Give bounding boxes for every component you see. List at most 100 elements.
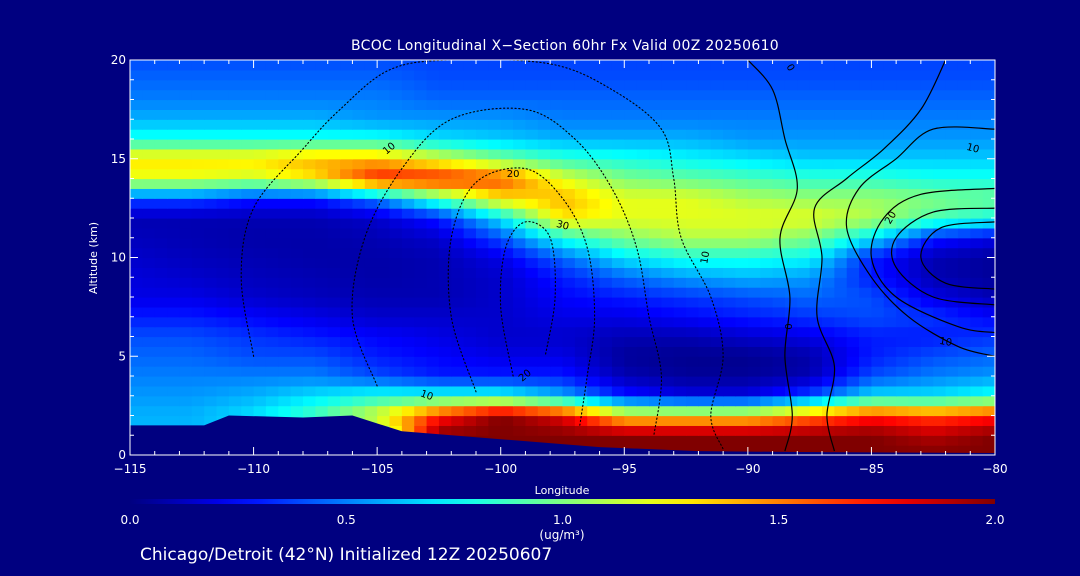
field-cell [859,129,873,140]
field-cell [649,297,662,308]
field-cell [772,435,786,446]
field-cell [636,178,650,189]
field-cell [265,139,279,150]
field-cell [191,267,205,278]
field-cell [377,188,391,199]
field-cell [265,247,279,259]
field-cell [809,227,823,239]
field-cell [253,148,267,160]
field-cell [463,237,477,249]
field-cell [204,277,218,288]
field-cell [710,158,724,170]
field-cell [389,208,403,219]
field-cell [587,405,601,417]
field-cell [834,60,848,71]
field-cell [216,306,230,318]
field-cell [290,237,304,249]
field-cell [389,287,403,298]
field-cell [698,316,712,328]
field-cell [772,316,786,328]
field-cell [809,158,823,170]
field-cell [130,89,143,101]
field-cell [624,148,638,160]
field-cell [513,168,527,180]
field-cell [438,69,452,81]
field-cell [562,326,576,338]
field-cell [364,257,378,268]
field-cell [315,79,329,91]
field-cell [920,198,934,209]
field-cell [636,89,650,101]
field-cell [809,306,823,318]
field-cell [352,395,366,407]
field-cell [871,158,885,170]
field-cell [401,129,415,140]
field-cell [624,405,638,417]
field-cell [204,366,218,377]
field-cell [216,178,230,189]
field-cell [327,257,341,268]
field-cell [562,79,576,91]
field-cell [834,425,848,436]
field-cell [463,178,477,189]
field-cell [327,336,341,347]
field-cell [908,168,922,180]
field-cell [438,178,452,189]
field-cell [846,366,860,377]
field-cell [784,425,798,436]
field-cell [130,129,143,140]
field-cell [871,79,885,91]
field-cell [488,395,502,407]
field-cell [834,208,848,219]
field-cell [599,89,613,101]
field-cell [154,297,168,308]
field-cell [327,79,341,91]
field-cell [661,198,675,209]
field-cell [278,119,292,130]
field-cell [809,356,823,367]
field-cell [303,60,316,71]
field-cell [797,198,811,209]
field-cell [698,415,712,426]
field-cell [476,99,489,110]
field-cell [228,247,242,259]
field-cell [377,227,391,239]
field-cell [426,405,440,417]
field-cell [846,405,860,417]
field-cell [896,89,910,101]
field-cell [488,336,502,347]
field-cell [957,435,971,446]
field-cell [340,277,354,288]
field-cell [438,60,452,71]
field-cell [834,69,848,81]
field-cell [191,395,205,407]
terrain [130,415,995,455]
field-cell [933,277,947,288]
chart-title: BCOC Longitudinal X−Section 60hr Fx Vali… [351,38,779,54]
field-cell [562,158,576,170]
field-cell [253,376,267,387]
field-cell [649,79,662,91]
field-cell [142,60,156,71]
field-cell [167,168,181,180]
field-cell [488,69,502,81]
field-cell [525,237,539,249]
field-cell [525,148,539,160]
field-cell [537,218,551,229]
field-cell [241,148,255,160]
field-cell [723,445,737,455]
field-cell [476,139,489,150]
contour-label: 10 [938,336,952,349]
field-cell [438,158,452,170]
field-cell [945,415,959,426]
field-cell [451,178,465,189]
field-cell [191,188,205,199]
field-cell [797,297,811,308]
field-cell [414,178,428,189]
field-cell [624,346,638,357]
field-cell [883,405,897,417]
field-cell [710,168,724,180]
field-cell [488,267,502,278]
contour-label: 0 [784,62,797,73]
y-tick-label: 15 [111,152,126,166]
